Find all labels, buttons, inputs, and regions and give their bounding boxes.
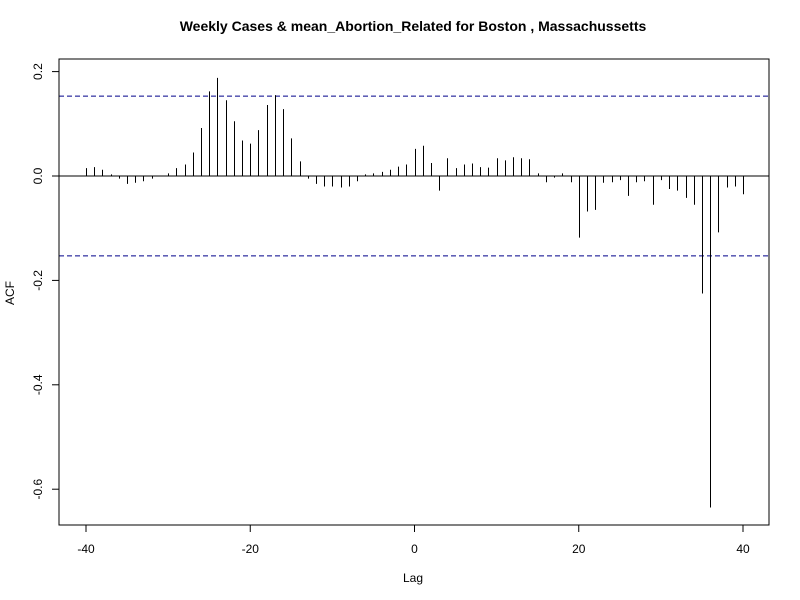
chart-title: Weekly Cases & mean_Abortion_Related for… <box>180 18 647 34</box>
y-tick-label: -0.2 <box>31 270 45 291</box>
acf-bars <box>86 77 744 508</box>
y-tick-label: 0.2 <box>31 63 45 80</box>
x-tick-label: 40 <box>736 542 750 556</box>
y-axis: -0.6 -0.4 -0.2 0.0 0.2 <box>31 63 60 500</box>
x-axis-label: Lag <box>403 571 423 585</box>
x-axis: -40 -20 0 20 40 <box>77 524 750 556</box>
x-tick-label: -40 <box>77 542 95 556</box>
y-axis-label: ACF <box>3 281 17 305</box>
y-tick-label: 0.0 <box>31 167 45 184</box>
x-tick-label: 20 <box>572 542 586 556</box>
plot-frame <box>58 58 770 526</box>
x-tick-label: 0 <box>411 542 418 556</box>
y-tick-label: -0.4 <box>31 374 45 395</box>
y-tick-label: -0.6 <box>31 479 45 500</box>
x-tick-label: -20 <box>242 542 260 556</box>
confidence-bands <box>59 95 769 257</box>
